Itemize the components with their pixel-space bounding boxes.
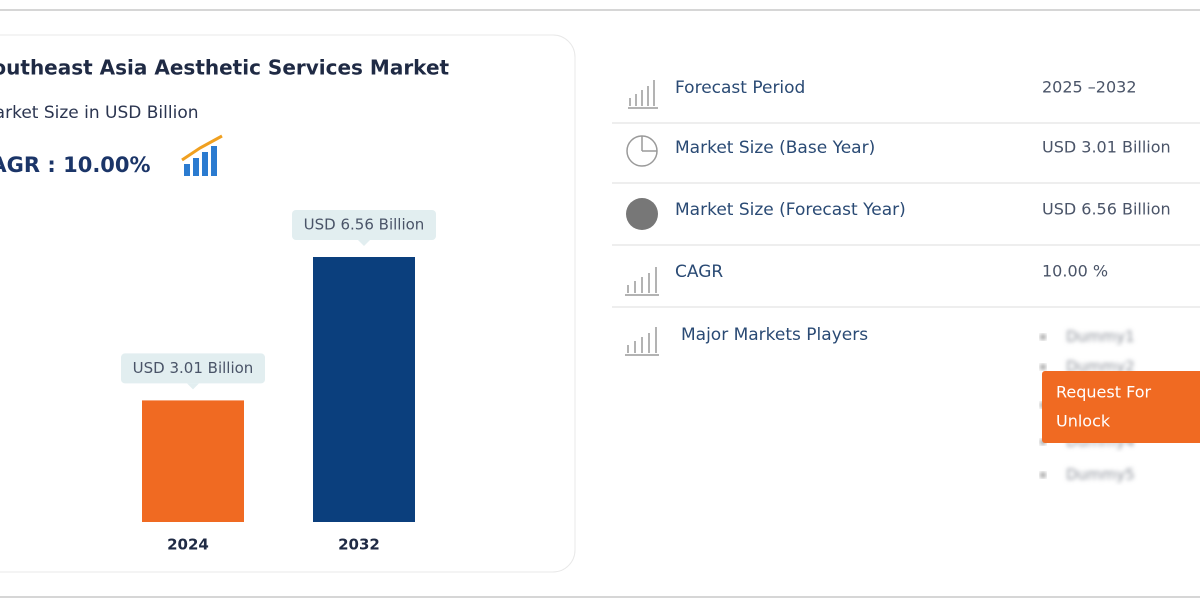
row-value: USD 3.01 Billion	[1042, 138, 1171, 157]
player-name: Dummy1	[1066, 328, 1135, 346]
x-tick-label: 2024	[167, 536, 209, 554]
chart-title: Southeast Asia Aesthetic Services Market	[0, 56, 450, 80]
unlock-button[interactable]	[1042, 371, 1200, 443]
player-bullet	[1040, 334, 1046, 340]
row-icons	[625, 80, 659, 356]
row-label: Market Size (Base Year)	[675, 138, 875, 158]
row-label: Forecast Period	[675, 78, 805, 98]
bar	[142, 400, 244, 522]
value-label-pointer	[187, 383, 199, 390]
row-label: Market Size (Forecast Year)	[675, 200, 906, 220]
value-label-box	[292, 210, 436, 240]
x-tick-label: 2032	[338, 536, 380, 554]
bar	[313, 257, 415, 522]
player-bullet	[1040, 364, 1046, 370]
unlock-button-label[interactable]: Request For	[1056, 383, 1152, 402]
value-label: USD 3.01 Billion	[133, 359, 254, 377]
growth-icon	[181, 134, 223, 176]
value-label: USD 6.56 Billion	[304, 216, 425, 234]
player-name: Dummy5	[1066, 466, 1135, 484]
value-label-box	[121, 353, 265, 384]
chart-subtitle: Market Size in USD Billion	[0, 103, 199, 123]
row-label: CAGR	[675, 262, 723, 282]
row-value: USD 6.56 Billion	[1042, 200, 1171, 219]
row-label: Major Markets Players	[681, 325, 868, 345]
unlock-button-label[interactable]: Unlock	[1056, 412, 1111, 431]
value-label-pointer	[358, 240, 370, 246]
row-value: 10.00 %	[1042, 262, 1108, 281]
player-bullet	[1040, 472, 1046, 478]
cagr-label: CAGR : 10.00%	[0, 153, 151, 177]
row-value: 2025 –2032	[1042, 78, 1137, 97]
